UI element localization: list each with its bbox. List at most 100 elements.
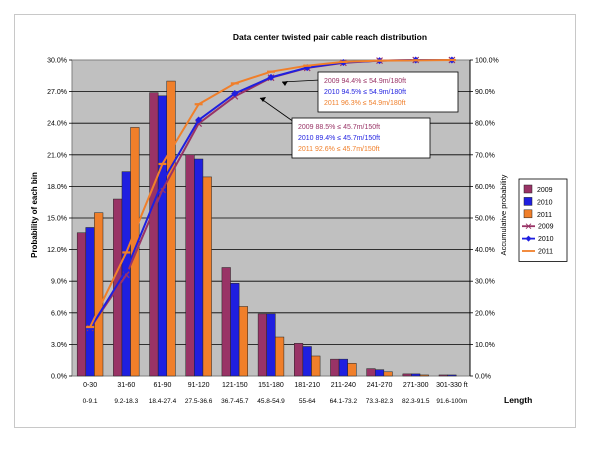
- y2-tick-label: 20.0%: [475, 310, 495, 317]
- annotation-box-2: 2009 88.5% ≤ 45.7m/150ft 2010 89.4% ≤ 45.…: [259, 97, 431, 159]
- y2-tick-label: 30.0%: [475, 279, 495, 286]
- y-tick-label: 15.0%: [47, 216, 67, 223]
- y-tick-label: 6.0%: [51, 310, 67, 317]
- x-tick-label-metric: 73.3-82.3: [366, 398, 394, 405]
- y-tick-label: 27.0%: [47, 89, 67, 96]
- bar-2010-6: [266, 313, 276, 377]
- cumulative-point-2010-6: [267, 73, 275, 81]
- bar-2009-10: [402, 373, 412, 377]
- y-tick-label: 24.0%: [47, 121, 67, 128]
- bar-2009-1: [76, 232, 87, 377]
- x-tick-label: 31-60: [117, 382, 135, 389]
- y2-tick-label: 10.0%: [475, 342, 495, 349]
- x-tick-label-metric: 36.7-45.7: [221, 398, 249, 405]
- legend-label: 2010: [537, 199, 553, 206]
- x-tick-label-metric: 18.4-27.4: [149, 398, 177, 405]
- y2-tick-label: 70.0%: [475, 152, 495, 159]
- y2-tick-label: 100.0%: [475, 58, 499, 65]
- annotation-pointer: [281, 79, 321, 83]
- legend-swatch: [523, 197, 533, 206]
- bar-2009-4: [185, 154, 195, 377]
- y2-tick-label: 0.0%: [475, 374, 491, 381]
- y2-tick-label: 40.0%: [475, 247, 495, 254]
- cumulative-point-2010-3: [158, 178, 166, 186]
- bar-2010-4: [194, 158, 204, 377]
- y-tick-label: 18.0%: [47, 184, 67, 191]
- cumulative-point-2010-5: [231, 89, 239, 97]
- bar-2011-7: [311, 355, 321, 377]
- bar-2010-9: [374, 369, 385, 377]
- y-tick-label: 9.0%: [51, 279, 67, 286]
- x-tick-label-metric: 9.2-18.3: [114, 398, 138, 405]
- x-tick-label: 0-30: [83, 382, 97, 389]
- bar-2009-8: [330, 358, 340, 377]
- x-tick-label-metric: 27.5-36.6: [185, 398, 213, 405]
- annotation-box-1: 2009 94.4% ≤ 54.9m/180ft 2010 94.5% ≤ 54.…: [281, 71, 459, 113]
- bar-2011-9: [383, 371, 393, 377]
- legend-item-line-2010: 2010: [522, 235, 554, 243]
- x-tick-label-metric: 64.1-73.2: [330, 398, 358, 405]
- bar-2009-11: [438, 374, 448, 377]
- bar-2010-10: [411, 373, 421, 377]
- y-tick-label: 3.0%: [51, 342, 67, 349]
- legend-label: 2009: [538, 224, 554, 231]
- x-tick-label: 61-90: [154, 382, 172, 389]
- bar-2011-1: [94, 212, 104, 377]
- x-tick-label: 121-150: [222, 382, 248, 389]
- x-tick-label: 211-240: [331, 382, 356, 389]
- annotation-line: 2010 89.4% ≤ 45.7m/150ft: [298, 135, 380, 142]
- x-axis-label: Length: [504, 395, 532, 405]
- x-tick-label-metric: 91.6-100m: [436, 398, 467, 405]
- bar-2009-5: [221, 267, 231, 377]
- annotation-line: 2009 88.5% ≤ 45.7m/150ft: [298, 124, 380, 131]
- legend-item-line-2009: 2009: [522, 223, 554, 231]
- bar-2011-8: [347, 363, 357, 377]
- cumulative-point-2010-2: [122, 266, 130, 274]
- legend-label: 2009: [537, 187, 553, 194]
- legend-swatch: [523, 184, 533, 194]
- legend-swatch: [523, 209, 533, 219]
- y2-tick-label: 50.0%: [475, 216, 495, 223]
- marker-stroke: [122, 271, 130, 279]
- bar-2010-1: [85, 227, 95, 377]
- x-tick-label-metric: 82.3-91.5: [402, 398, 430, 405]
- x-tick-label-metric: 0-9.1: [83, 398, 98, 405]
- x-tick-label: 151-180: [258, 382, 284, 389]
- bar-2009-6: [257, 313, 267, 377]
- bar-2009-9: [366, 368, 376, 377]
- x-tick-label-metric: 55-64: [299, 398, 316, 405]
- bar-2010-3: [157, 95, 168, 377]
- y-tick-label: 12.0%: [47, 247, 67, 254]
- legend-item-bar-2009: 2009: [523, 184, 553, 194]
- bar-2011-4: [202, 176, 212, 377]
- bar-2009-3: [149, 92, 159, 377]
- y2-axis-label: Accumulative probability: [499, 174, 508, 255]
- bar-2010-5: [230, 283, 240, 377]
- annotation-line: 2010 94.5% ≤ 54.9m/180ft: [324, 89, 406, 96]
- x-tick-label: 241-270: [367, 382, 393, 389]
- bar-2010-8: [338, 358, 348, 377]
- bar-2011-5: [238, 306, 248, 377]
- x-tick-label: 91-120: [188, 382, 210, 389]
- y-tick-label: 0.0%: [51, 374, 67, 381]
- bar-2010-11: [447, 374, 457, 377]
- annotation-arrowhead: [260, 97, 266, 102]
- bar-2011-10: [419, 374, 429, 377]
- marker-stroke: [159, 186, 166, 194]
- cumulative-point-2010-4: [195, 116, 203, 124]
- y-tick-label: 30.0%: [47, 58, 67, 65]
- x-tick-label: 301-330 ft: [436, 382, 468, 389]
- annotation-background: [317, 71, 459, 113]
- annotation-background: [291, 117, 431, 159]
- annotation-line: 2009 94.4% ≤ 54.9m/180ft: [324, 78, 406, 85]
- legend-label: 2011: [538, 249, 553, 256]
- y2-tick-label: 80.0%: [475, 121, 495, 128]
- annotation-line: 2011 96.3% ≤ 54.9m/180ft: [324, 100, 406, 107]
- bar-2011-3: [166, 80, 176, 377]
- bar-2011-6: [275, 336, 285, 377]
- y-tick-label: 21.0%: [47, 152, 67, 159]
- legend-label: 2010: [538, 236, 554, 243]
- x-tick-label: 181-210: [294, 382, 320, 389]
- y-axis-label: Probability of each bin: [30, 172, 39, 258]
